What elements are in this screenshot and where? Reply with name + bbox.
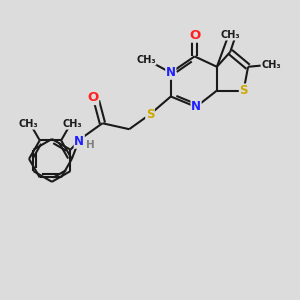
Text: S: S bbox=[239, 84, 248, 97]
Text: O: O bbox=[87, 92, 99, 104]
Text: CH₃: CH₃ bbox=[220, 30, 240, 40]
Text: N: N bbox=[191, 100, 201, 113]
Text: O: O bbox=[189, 29, 200, 42]
Text: H: H bbox=[85, 140, 94, 150]
Text: S: S bbox=[146, 108, 154, 121]
Text: CH₃: CH₃ bbox=[261, 60, 281, 70]
Text: CH₃: CH₃ bbox=[136, 55, 156, 65]
Text: N: N bbox=[74, 135, 84, 148]
Text: CH₃: CH₃ bbox=[63, 119, 83, 129]
Text: N: N bbox=[166, 66, 176, 79]
Text: CH₃: CH₃ bbox=[18, 119, 38, 129]
